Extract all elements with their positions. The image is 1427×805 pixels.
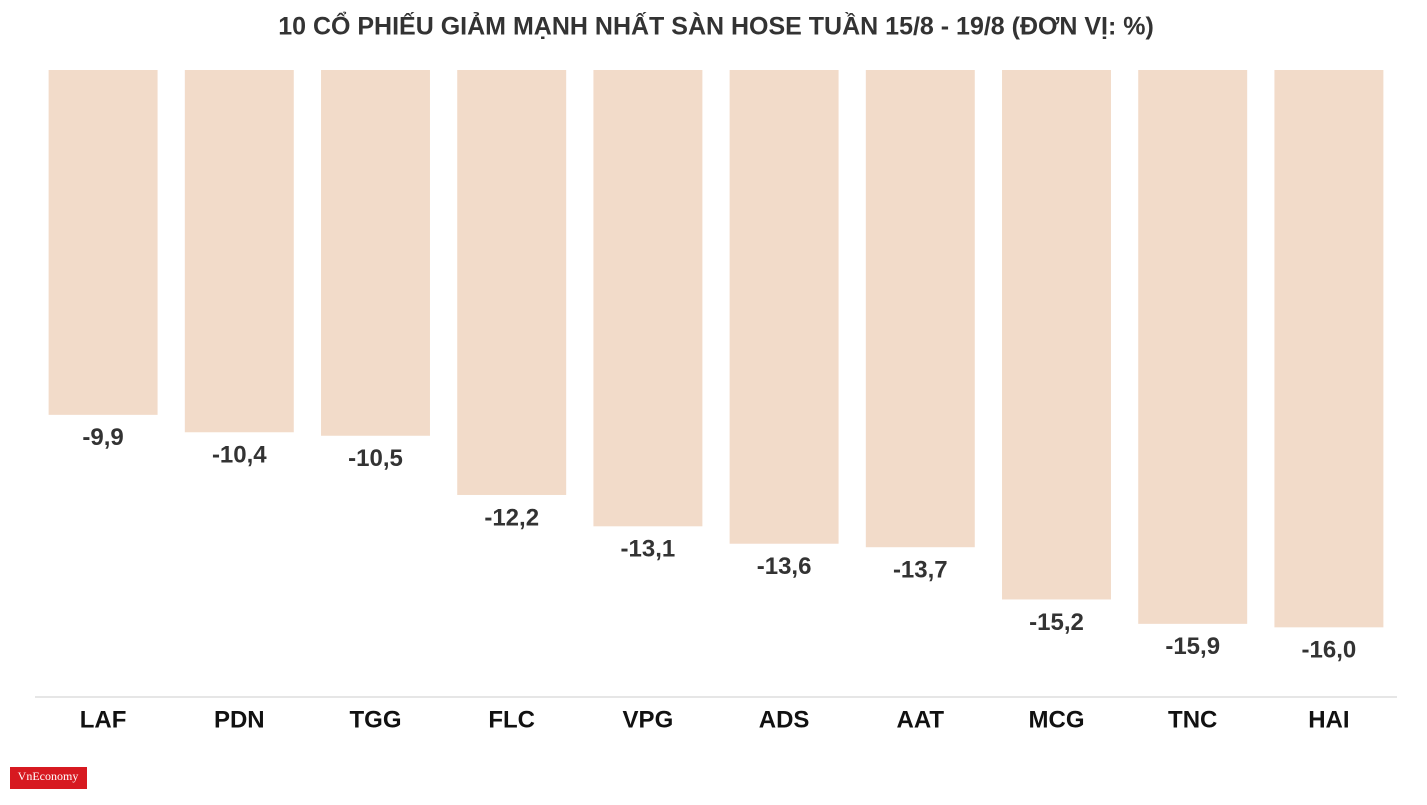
value-label: -9,9 xyxy=(82,424,123,451)
bar xyxy=(184,70,294,433)
logo: VnEconomy xyxy=(18,769,79,783)
x-tick-label: ADS xyxy=(759,706,810,733)
x-tick-label: AAT xyxy=(897,706,945,733)
x-tick-label: LAF xyxy=(80,706,127,733)
x-tick-label: VPG xyxy=(623,706,674,733)
value-label: -13,7 xyxy=(893,557,948,584)
bar xyxy=(457,70,567,495)
x-tick-label: HAI xyxy=(1308,706,1349,733)
bar xyxy=(1138,70,1248,624)
value-label: -13,6 xyxy=(757,553,812,580)
x-tick-label: FLC xyxy=(488,706,535,733)
x-tick-label: TGG xyxy=(350,706,402,733)
bar xyxy=(593,70,703,527)
x-tick-label: MCG xyxy=(1029,706,1085,733)
value-label: -15,2 xyxy=(1029,609,1084,636)
x-tick-label: PDN xyxy=(214,706,265,733)
x-tick-label: TNC xyxy=(1168,706,1217,733)
value-label: -10,4 xyxy=(212,442,267,469)
bar xyxy=(1274,70,1384,628)
value-label: -13,1 xyxy=(621,536,676,563)
value-label: -15,9 xyxy=(1165,633,1220,660)
bar xyxy=(729,70,839,544)
chart-title: 10 CỔ PHIẾU GIẢM MẠNH NHẤT SÀN HOSE TUẦN… xyxy=(278,11,1154,41)
value-label: -10,5 xyxy=(348,445,403,472)
value-label: -16,0 xyxy=(1302,637,1357,664)
bar xyxy=(1002,70,1111,600)
bar xyxy=(321,70,430,436)
bar xyxy=(865,70,975,548)
value-label: -12,2 xyxy=(484,504,539,531)
bar xyxy=(48,70,158,415)
logo-box xyxy=(10,767,87,789)
